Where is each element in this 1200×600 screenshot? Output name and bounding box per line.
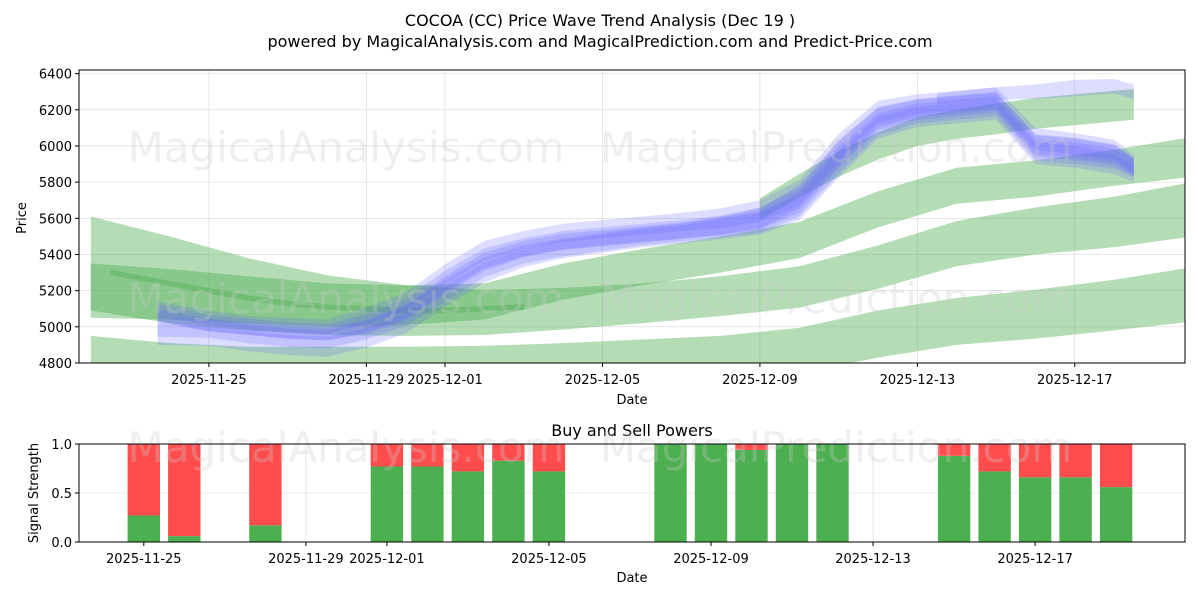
price-y-tick-label: 4800: [39, 357, 72, 372]
price-x-axis: 2025-11-25 2025-11-29 2025-12-01 2025-12-05…: [171, 363, 1113, 388]
price-x-tick-label: 2025-12-09: [722, 373, 798, 388]
wave-bands: [90, 79, 1185, 363]
sell-power-bar: [978, 444, 1011, 472]
buy-power-bar: [735, 449, 768, 542]
price-x-tick-label: 2025-11-25: [171, 373, 247, 388]
signal-x-tick-label: 2025-12-01: [349, 552, 425, 567]
price-y-axis-label: Price: [15, 202, 30, 234]
signal-x-tick-label: 2025-11-29: [268, 552, 344, 567]
green-wave-band: [110, 269, 524, 314]
blue-wave-band: [937, 79, 1134, 105]
sell-power-bar: [1059, 444, 1092, 478]
buy-power-bar: [532, 471, 566, 542]
price-x-tick-label: 2025-12-05: [565, 373, 641, 388]
buy-power-bar: [654, 444, 687, 542]
green-wave-band: [90, 183, 1185, 336]
sell-power-bar: [411, 444, 444, 467]
price-watermarks: MagicalAnalysis.com MagicalPrediction.co…: [128, 123, 1073, 323]
price-y-tick-label: 6200: [39, 104, 72, 119]
buy-power-bar: [816, 444, 849, 542]
chart-subtitle: powered by MagicalAnalysis.com and Magic…: [267, 32, 932, 51]
green-wave-band: [90, 138, 1185, 327]
sell-power-bar: [168, 444, 201, 537]
price-x-tick-label: 2025-12-13: [880, 373, 956, 388]
price-y-tick-label: 5200: [39, 285, 72, 300]
signal-bars: [127, 444, 1133, 542]
price-y-tick-label: 6000: [39, 140, 72, 155]
watermark-analysis-upper: MagicalAnalysis.com: [128, 123, 565, 172]
price-y-axis: 4800 5000 5200 5400 5600 5800 6000 6200 6400: [39, 68, 79, 372]
price-x-tick-label: 2025-11-29: [329, 373, 405, 388]
price-y-tick-label: 5400: [39, 248, 72, 263]
buy-power-bar: [1059, 477, 1092, 542]
signal-x-axis-label: Date: [616, 571, 647, 586]
price-y-tick-label: 5800: [39, 176, 72, 191]
green-wave-band: [759, 89, 1134, 221]
buy-power-bar: [775, 444, 809, 542]
chart-title: COCOA (CC) Price Wave Trend Analysis (De…: [405, 11, 795, 30]
price-x-tick-label: 2025-12-17: [1037, 373, 1113, 388]
green-wave-band: [90, 268, 1185, 363]
buy-power-bar: [694, 444, 728, 542]
watermark-analysis-lower: MagicalAnalysis.com: [128, 274, 565, 323]
price-wave-panel: MagicalAnalysis.com MagicalPrediction.co…: [15, 68, 1186, 408]
buy-power-bar: [451, 471, 485, 542]
buy-power-bar: [937, 455, 971, 542]
signal-x-axis: 2025-11-25 2025-11-29 2025-12-01 2025-12-05…: [106, 542, 1073, 567]
signal-x-tick-label: 2025-11-25: [106, 552, 182, 567]
buy-power-bar: [411, 466, 444, 542]
sell-power-bar: [532, 444, 566, 472]
price-y-tick-label: 5600: [39, 212, 72, 227]
buy-sell-title: Buy and Sell Powers: [551, 421, 713, 440]
buy-power-bar: [1099, 487, 1133, 542]
sell-power-bar: [370, 444, 404, 467]
buy-power-bar: [978, 471, 1011, 542]
sell-power-bar: [735, 444, 768, 450]
watermark-prediction-bottom: MagicalPrediction.com: [600, 423, 1073, 472]
signal-x-tick-label: 2025-12-09: [673, 552, 749, 567]
buy-power-bar: [127, 515, 160, 542]
signal-y-tick-label: 1.0: [51, 438, 72, 453]
price-x-axis-label: Date: [616, 393, 647, 408]
signal-watermarks: MagicalAnalysis.com MagicalPrediction.co…: [128, 423, 1073, 472]
sell-power-bar: [127, 444, 160, 516]
sell-power-bar: [937, 444, 971, 456]
signal-y-tick-label: 0.0: [51, 536, 72, 551]
price-x-tick-label: 2025-12-01: [407, 373, 483, 388]
buy-power-bar: [1018, 477, 1052, 542]
buy-power-bar: [370, 466, 404, 542]
price-grid: [79, 70, 1185, 364]
signal-y-axis-label: Signal Strength: [27, 443, 42, 543]
buy-sell-panel: Buy and Sell Powers MagicalAnalysis.com …: [27, 421, 1186, 586]
signal-x-tick-label: 2025-12-13: [835, 552, 911, 567]
price-plot-frame: [78, 69, 1186, 364]
buy-power-bar: [168, 536, 201, 542]
watermark-analysis-bottom: MagicalAnalysis.com: [128, 423, 565, 472]
buy-power-bar: [249, 525, 282, 542]
sell-power-bar: [492, 444, 525, 461]
price-y-tick-label: 5000: [39, 321, 72, 336]
signal-x-tick-label: 2025-12-17: [997, 552, 1073, 567]
price-y-tick-label: 6400: [39, 68, 72, 83]
signal-y-axis: 0.0 0.5 1.0: [51, 438, 79, 551]
sell-power-bar: [1018, 444, 1052, 478]
watermark-prediction-lower: MagicalPrediction.com: [600, 274, 1073, 323]
buy-power-bar: [492, 460, 525, 542]
signal-x-tick-label: 2025-12-05: [511, 552, 587, 567]
watermark-prediction-upper: MagicalPrediction.com: [600, 123, 1073, 172]
sell-power-bar: [249, 444, 282, 526]
sell-power-bar: [1099, 444, 1133, 488]
signal-y-tick-label: 0.5: [51, 487, 72, 502]
sell-power-bar: [451, 444, 485, 472]
